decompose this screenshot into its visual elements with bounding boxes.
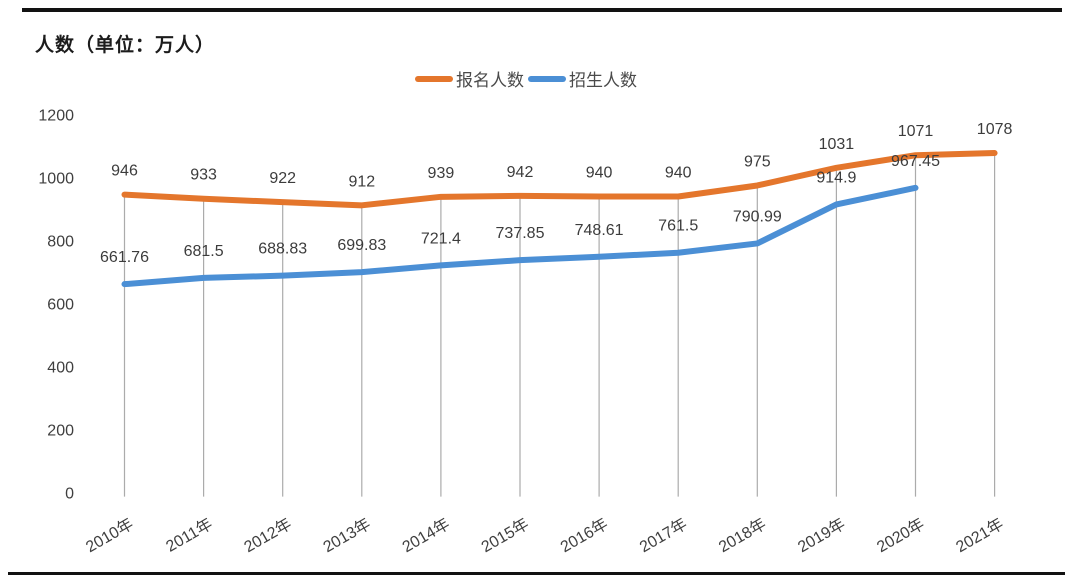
legend-item-registration: 报名人数 [415,66,524,91]
data-label-series-0: 922 [269,170,296,187]
y-axis-tick-label: 1000 [38,171,74,188]
y-axis-tick-label: 600 [47,297,74,314]
legend-label-enrollment: 招生人数 [569,71,637,90]
data-label-series-0: 940 [586,165,613,182]
y-axis-tick-label: 1200 [38,108,74,125]
x-axis-tick-label: 2013年 [320,515,374,556]
x-axis-tick-label: 2015年 [478,515,532,556]
data-label-series-1: 737.85 [496,225,545,242]
series-line-0 [121,150,998,209]
data-label-series-0: 939 [428,165,455,182]
data-label-series-1: 761.5 [658,218,698,235]
data-label-series-1: 661.76 [100,249,149,266]
legend-item-enrollment: 招生人数 [528,66,637,91]
x-axis-tick-label: 2020年 [874,515,928,556]
data-label-series-0: 933 [190,167,217,184]
data-label-series-0: 940 [665,165,692,182]
chart-title: 人数（单位：万人） [35,35,216,56]
data-label-series-0: 1031 [819,136,855,153]
data-label-series-1: 748.61 [575,222,624,239]
x-axis-tick-label: 2019年 [795,515,849,556]
series-line-1 [121,184,919,288]
data-label-series-1: 699.83 [337,237,386,254]
top-divider [22,8,1062,12]
data-label-series-1: 914.9 [816,169,856,186]
x-axis-tick-label: 2012年 [241,515,295,556]
data-label-series-0: 942 [507,164,534,181]
y-axis-tick-label: 400 [47,360,74,377]
x-axis-tick-label: 2011年 [163,515,216,556]
x-axis-tick-label: 2018年 [716,515,770,556]
x-axis-tick-label: 2014年 [399,515,453,556]
data-label-series-1: 967.45 [891,153,940,170]
legend: 报名人数 招生人数 [0,66,1066,91]
registration-line-swatch-icon [415,75,453,82]
data-label-series-1: 790.99 [733,208,782,225]
data-label-series-1: 721.4 [421,230,461,247]
enrollment-line-swatch-icon [528,75,566,82]
x-axis-tick-label: 2021年 [953,515,1007,556]
legend-label-registration: 报名人数 [456,71,524,90]
data-label-series-1: 681.5 [184,243,224,260]
x-axis-tick-label: 2010年 [83,515,137,556]
data-label-series-0: 912 [348,173,375,190]
y-axis-tick-label: 800 [47,234,74,251]
data-label-series-0: 946 [111,163,138,180]
data-label-series-1: 688.83 [258,241,307,258]
data-label-series-0: 1071 [898,123,934,140]
data-label-series-0: 1078 [977,121,1013,138]
x-axis-tick-label: 2016年 [557,515,611,556]
y-axis-tick-label: 0 [65,486,74,503]
x-axis-tick-label: 2017年 [637,515,691,556]
y-axis-tick-label: 200 [47,423,74,440]
bottom-divider [8,572,1065,575]
data-label-series-0: 975 [744,153,771,170]
